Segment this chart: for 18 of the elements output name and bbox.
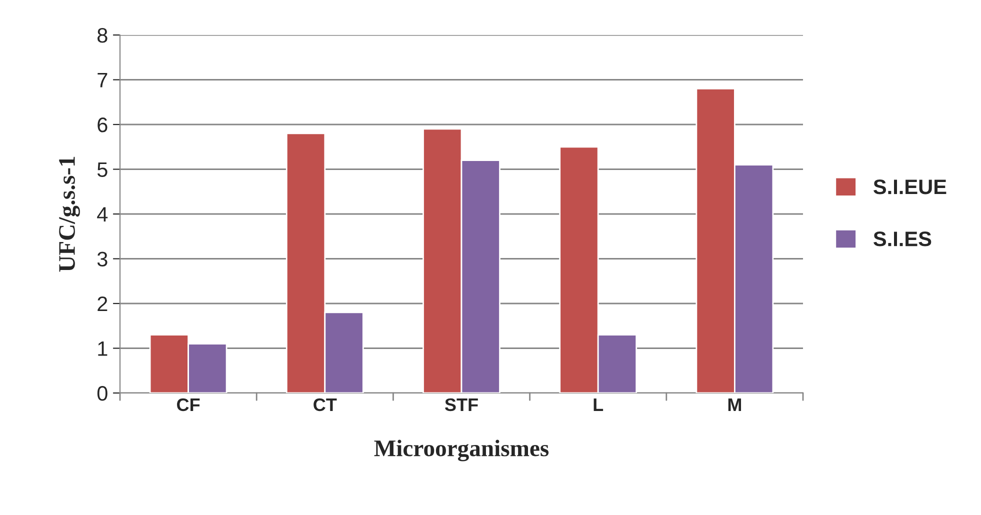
y-tick-label: 2 — [98, 296, 108, 312]
legend-label: S.I.EUE — [874, 180, 946, 194]
y-tick-label: 5 — [97, 162, 108, 178]
y-tick-label: 6 — [98, 118, 108, 132]
x-tick-label: CT — [314, 398, 337, 412]
x-tick-label: CF — [177, 398, 200, 412]
y-tick-label: 3 — [97, 252, 108, 267]
y-axis-title: UFC/g.s.s-1 — [59, 156, 80, 272]
y-tick-label: 4 — [97, 207, 108, 222]
y-tick-label: 7 — [98, 72, 108, 88]
x-axis-title: Microorganismes — [374, 440, 549, 462]
legend-label: S.I.ES — [874, 232, 932, 246]
x-tick-label: L — [594, 398, 604, 411]
x-tick-label: M — [728, 398, 742, 411]
y-tick-label: 1 — [98, 341, 108, 356]
y-tick-label: 0 — [97, 386, 108, 401]
x-tick-label: STF — [444, 398, 478, 412]
y-tick-label: 8 — [98, 28, 108, 43]
